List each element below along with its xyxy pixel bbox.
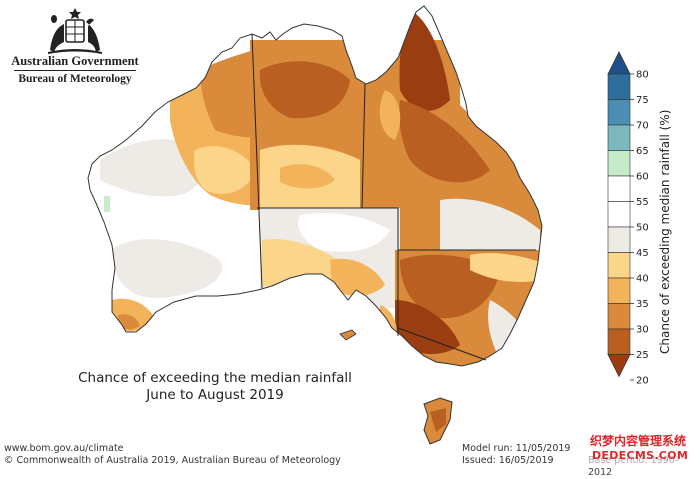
legend-swatch: [607, 201, 631, 228]
map-title-line1: Chance of exceeding the median rainfall: [78, 370, 352, 386]
bom-climate-link[interactable]: www.bom.gov.au/climate: [4, 443, 124, 454]
legend-tick-label: 80: [636, 70, 649, 81]
australian-government-logo: Australian Government Bureau of Meteorol…: [10, 4, 140, 89]
legend-swatch: [607, 99, 631, 126]
map-title-line2: June to August 2019: [146, 387, 284, 403]
legend-colorbar: 80 75 70 65 60 55 50 45 40 35 30 25 20: [607, 51, 649, 387]
legend-arrow-bottom: [607, 354, 631, 378]
legend-tick-label: 55: [636, 197, 649, 208]
legend-swatch: [607, 226, 631, 253]
legend-tick-label: 25: [636, 350, 649, 361]
legend-swatch: [607, 277, 631, 304]
legend-tick-label: 50: [636, 223, 649, 234]
legend-tick-label: 45: [636, 248, 649, 259]
watermark-line2: DEDECMS.COM: [592, 449, 689, 462]
map-title: Chance of exceeding the median rainfall …: [40, 370, 390, 404]
legend-arrow-top: [607, 51, 631, 75]
government-title: Australian Government: [11, 54, 139, 68]
legend-title: Chance of exceeding median rainfall (%): [658, 109, 672, 354]
legend-tick-label: 70: [636, 121, 649, 132]
legend-tick-label: 40: [636, 274, 649, 285]
legend-tick-label: 20: [636, 376, 649, 387]
legend-tick-label: 30: [636, 325, 649, 336]
australia-rainfall-map: [87, 5, 543, 445]
legend-swatch: [607, 124, 631, 151]
site-watermark: 织梦内容管理系统 DEDECMS.COM: [586, 431, 698, 465]
legend-swatch: [607, 328, 631, 355]
legend-swatch: [607, 303, 631, 330]
watermark-line1: 织梦内容管理系统: [590, 434, 687, 448]
copyright-text: © Commonwealth of Australia 2019, Austra…: [4, 455, 341, 466]
footer-credits: www.bom.gov.au/climate © Commonwealth of…: [4, 443, 341, 467]
model-info: Model run: 11/05/2019 Issued: 16/05/2019: [462, 443, 570, 467]
agency-title: Bureau of Meteorology: [18, 73, 132, 85]
legend-tick-label: 65: [636, 146, 649, 157]
legend-swatch: [607, 73, 631, 100]
tasmania-inner: [430, 408, 446, 432]
legend-swatch: [607, 175, 631, 202]
legend-tick-label: 35: [636, 299, 649, 310]
probability-fill: [88, 10, 542, 366]
coat-of-arms-icon: [48, 8, 102, 54]
logo-divider: [14, 70, 136, 71]
kangaroo-island: [339, 329, 357, 341]
legend-tick-label: 75: [636, 95, 649, 106]
legend-swatch: [607, 252, 631, 279]
issued-date: Issued: 16/05/2019: [462, 455, 554, 466]
state-borders: [251, 33, 536, 361]
legend-swatch: [607, 150, 631, 177]
legend-tick-label: 60: [636, 172, 649, 183]
model-run-date: Model run: 11/05/2019: [462, 443, 571, 454]
